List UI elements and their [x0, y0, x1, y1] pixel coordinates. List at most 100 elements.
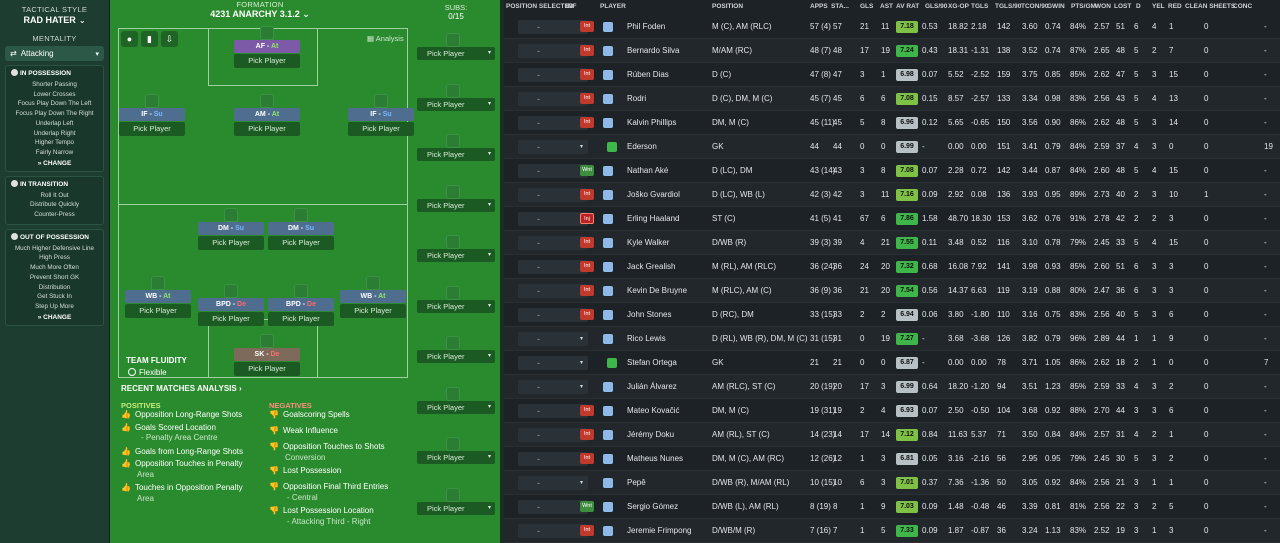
- pick-player-button[interactable]: Pick Player: [125, 304, 191, 318]
- download-icon[interactable]: ⇩: [161, 31, 178, 47]
- pick-player-button[interactable]: Pick Player: [198, 312, 264, 326]
- position-selected-dropdown[interactable]: -▾: [518, 404, 588, 418]
- role-badge[interactable]: IF - Su: [348, 108, 414, 121]
- column-header[interactable]: YEL: [1152, 3, 1165, 10]
- pick-player-button[interactable]: Pick Player: [198, 236, 264, 250]
- player-name[interactable]: Julián Álvarez: [627, 382, 677, 391]
- player-name[interactable]: Nathan Aké: [627, 166, 669, 175]
- change-button[interactable]: » CHANGE: [37, 159, 72, 167]
- sub-pick-player-button[interactable]: Pick Player ▾: [417, 350, 495, 363]
- player-slot-if[interactable]: IF - Su Pick Player: [119, 94, 185, 136]
- table-row[interactable]: - ▾ Ederson GK 44 44 0 0-0.00 0.00 151 3.41 0.79 84%…: [504, 135, 1280, 159]
- analysis-toggle[interactable]: ▦ Analysis: [367, 34, 404, 43]
- column-header[interactable]: AST: [880, 3, 893, 10]
- sub-pick-player-button[interactable]: Pick Player ▾: [417, 47, 495, 60]
- role-badge[interactable]: IF - Su: [119, 108, 185, 121]
- player-slot-wb[interactable]: WB - At Pick Player: [125, 276, 191, 318]
- pick-player-button[interactable]: Pick Player: [268, 312, 334, 326]
- bar-chart-icon[interactable]: ▮: [141, 31, 158, 47]
- column-header[interactable]: XG-OP: [948, 3, 969, 10]
- table-row[interactable]: -▾Int John Stones D (RC), DM 33 (15)33 2 2 0.0…: [504, 303, 1280, 327]
- column-header[interactable]: GLS/90: [925, 3, 948, 10]
- player-slot-dm[interactable]: DM - Su Pick Player: [198, 208, 264, 250]
- position-selected-dropdown[interactable]: -▾: [518, 116, 588, 130]
- change-button[interactable]: » CHANGE: [37, 313, 72, 321]
- player-name[interactable]: John Stones: [627, 310, 672, 319]
- player-name[interactable]: Kyle Walker: [627, 238, 670, 247]
- player-name[interactable]: Kalvin Phillips: [627, 118, 677, 127]
- pick-player-button[interactable]: Pick Player: [234, 362, 300, 376]
- player-name[interactable]: Matheus Nunes: [627, 454, 684, 463]
- player-name[interactable]: Jérémy Doku: [627, 430, 675, 439]
- sub-pick-player-button[interactable]: Pick Player ▾: [417, 451, 495, 464]
- player-name[interactable]: Mateo Kovačić: [627, 406, 680, 415]
- column-header[interactable]: POSITION: [712, 3, 744, 10]
- table-row[interactable]: -▾Int Jack Grealish M (RL), AM (RLC) 36 (24…: [504, 255, 1280, 279]
- role-badge[interactable]: WB - At: [340, 290, 406, 303]
- sub-pick-player-button[interactable]: Pick Player ▾: [417, 198, 495, 212]
- table-row[interactable]: -▾Int Matheus Nunes DM, M (C), AM (RC) 12 (…: [504, 447, 1280, 471]
- table-row[interactable]: -▾Wnt Sergio Gómez D/WB (L), AM (RL) 8 (19)…: [504, 495, 1280, 519]
- column-header[interactable]: CLEAN SHEETS: [1185, 3, 1236, 10]
- column-header[interactable]: TGLS: [971, 3, 989, 10]
- position-selected-dropdown[interactable]: -▾: [518, 164, 588, 178]
- position-selected-dropdown[interactable]: -▾: [518, 428, 588, 442]
- player-name[interactable]: Pepê: [627, 478, 646, 487]
- position-selected-dropdown[interactable]: -▾: [518, 356, 588, 370]
- position-selected-dropdown[interactable]: -▾: [518, 308, 588, 322]
- column-header[interactable]: POSITION SELECTED: [506, 3, 574, 10]
- column-header[interactable]: AV RAT: [896, 3, 920, 10]
- tactical-style-select[interactable]: RAD HATER ⌄: [0, 15, 109, 25]
- column-header[interactable]: GLS: [860, 3, 874, 10]
- position-selected-dropdown[interactable]: -▾: [518, 68, 588, 82]
- player-name[interactable]: Stefan Ortega: [627, 358, 677, 367]
- table-row[interactable]: -▾Int Mateo Kovačić DM, M (C) 19 (31)19 2 4 0.…: [504, 399, 1280, 423]
- column-header[interactable]: INF: [566, 3, 577, 10]
- column-header[interactable]: WON: [1095, 3, 1111, 10]
- player-name[interactable]: Jeremie Frimpong: [627, 526, 692, 535]
- player-name[interactable]: Ederson: [627, 142, 657, 151]
- sub-pick-player-button[interactable]: Pick Player ▾: [417, 97, 495, 111]
- role-badge[interactable]: DM - Su: [268, 222, 334, 235]
- position-selected-dropdown[interactable]: -▾: [518, 260, 588, 274]
- column-header[interactable]: LOST: [1114, 3, 1132, 10]
- role-badge[interactable]: BPD - De: [268, 298, 334, 311]
- table-row[interactable]: - ▾ Rico Lewis D (RL), WB (R), DM, M (C) 31 …: [504, 327, 1280, 351]
- player-name[interactable]: Erling Haaland: [627, 214, 680, 223]
- player-name[interactable]: Kevin De Bruyne: [627, 286, 688, 295]
- pick-player-button[interactable]: Pick Player: [268, 236, 334, 250]
- player-slot-dm[interactable]: DM - Su Pick Player: [268, 208, 334, 250]
- sub-pick-player-button[interactable]: Pick Player ▾: [417, 400, 495, 414]
- pick-player-button[interactable]: Pick Player: [234, 54, 300, 68]
- position-selected-dropdown[interactable]: -▾: [518, 20, 588, 34]
- player-name[interactable]: Bernardo Silva: [627, 46, 680, 55]
- column-header[interactable]: APPS: [810, 3, 828, 10]
- player-instructions-icon[interactable]: ●: [121, 31, 138, 47]
- player-name[interactable]: Rico Lewis: [627, 334, 666, 343]
- column-header[interactable]: RED: [1168, 3, 1182, 10]
- player-slot-wb[interactable]: WB - At Pick Player: [340, 276, 406, 318]
- player-name[interactable]: Rodri: [627, 94, 647, 103]
- pick-player-button[interactable]: Pick Player: [348, 122, 414, 136]
- sub-pick-player-button[interactable]: Pick Player ▾: [417, 249, 495, 262]
- role-badge[interactable]: AF - At: [234, 40, 300, 53]
- position-selected-dropdown[interactable]: -▾: [518, 92, 588, 106]
- pick-player-button[interactable]: Pick Player: [119, 122, 185, 136]
- column-header[interactable]: PTS/GM: [1071, 3, 1096, 10]
- role-badge[interactable]: WB - At: [125, 290, 191, 303]
- player-name[interactable]: Phil Foden: [627, 22, 666, 31]
- column-header[interactable]: D: [1136, 3, 1141, 10]
- table-row[interactable]: -▾Int Phil Foden M (C), AM (RLC) 57 (4)57 21…: [504, 15, 1280, 39]
- position-selected-dropdown[interactable]: -▾: [518, 380, 588, 394]
- table-row[interactable]: -▾Int Jeremie Frimpong D/WB/M (R) 7 (16)7 1 5…: [504, 519, 1280, 543]
- formation-select[interactable]: 4231 ANARCHY 3.1.2 ⌄: [210, 9, 310, 19]
- recent-matches-analysis-link[interactable]: RECENT MATCHES ANALYSIS ›: [121, 384, 242, 393]
- panel-divider[interactable]: [500, 0, 504, 543]
- column-header[interactable]: GWIN: [1047, 3, 1065, 10]
- position-selected-dropdown[interactable]: -▾: [518, 236, 588, 250]
- position-selected-dropdown[interactable]: -▾: [518, 44, 588, 58]
